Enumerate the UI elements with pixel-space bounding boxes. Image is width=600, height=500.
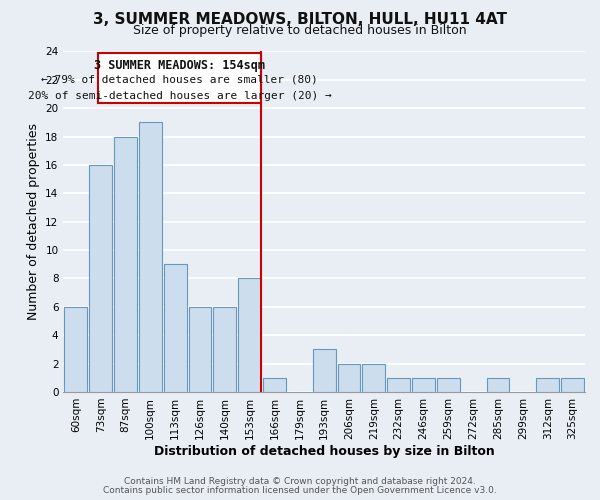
- Bar: [89, 165, 112, 392]
- Text: Contains HM Land Registry data © Crown copyright and database right 2024.: Contains HM Land Registry data © Crown c…: [124, 477, 476, 486]
- Bar: [437, 378, 460, 392]
- Bar: [561, 378, 584, 392]
- Bar: [487, 378, 509, 392]
- Text: 3 SUMMER MEADOWS: 154sqm: 3 SUMMER MEADOWS: 154sqm: [94, 60, 265, 72]
- Bar: [164, 264, 187, 392]
- Bar: [313, 350, 335, 392]
- Bar: [412, 378, 435, 392]
- Bar: [536, 378, 559, 392]
- FancyBboxPatch shape: [98, 53, 261, 102]
- Text: Size of property relative to detached houses in Bilton: Size of property relative to detached ho…: [133, 24, 467, 37]
- Bar: [64, 307, 87, 392]
- Bar: [362, 364, 385, 392]
- Y-axis label: Number of detached properties: Number of detached properties: [26, 123, 40, 320]
- Text: 3, SUMMER MEADOWS, BILTON, HULL, HU11 4AT: 3, SUMMER MEADOWS, BILTON, HULL, HU11 4A…: [93, 12, 507, 28]
- Bar: [214, 307, 236, 392]
- Text: ← 79% of detached houses are smaller (80): ← 79% of detached houses are smaller (80…: [41, 75, 318, 85]
- Text: 20% of semi-detached houses are larger (20) →: 20% of semi-detached houses are larger (…: [28, 90, 331, 101]
- Bar: [139, 122, 162, 392]
- Bar: [338, 364, 361, 392]
- Text: Contains public sector information licensed under the Open Government Licence v3: Contains public sector information licen…: [103, 486, 497, 495]
- Bar: [114, 136, 137, 392]
- Bar: [238, 278, 261, 392]
- Bar: [188, 307, 211, 392]
- X-axis label: Distribution of detached houses by size in Bilton: Distribution of detached houses by size …: [154, 444, 494, 458]
- Bar: [263, 378, 286, 392]
- Bar: [387, 378, 410, 392]
